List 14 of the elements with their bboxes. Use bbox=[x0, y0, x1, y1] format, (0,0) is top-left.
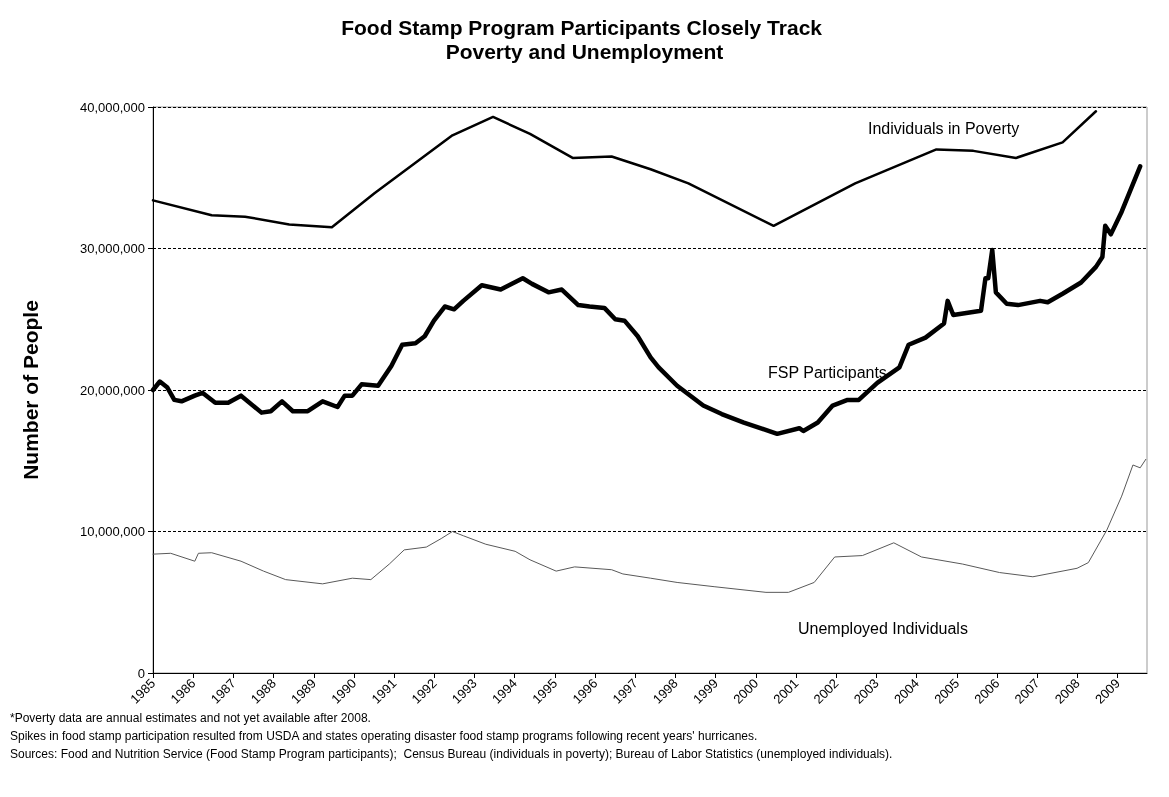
y-axis-title: Number of People bbox=[19, 300, 42, 480]
text: Spikes in food stamp participation resulted from USDA and states operating disaster food stamp programs following recent years' hurricanes. bbox=[10, 729, 758, 743]
series-label: Unemployed Individuals bbox=[798, 619, 968, 637]
y-tick-label: 0 bbox=[137, 665, 145, 681]
source-note: Sources: Food and Nutrition Service (Food Stamp Program participants); Census Bureau (individuals in poverty); Bureau of Labor Statistics (unemployed individuals). bbox=[10, 747, 893, 761]
series-label: Individuals in Poverty bbox=[868, 119, 1020, 137]
y-tick-label: 20,000,000 bbox=[79, 382, 145, 398]
y-tick-label: 30,000,000 bbox=[79, 241, 145, 256]
y-tick-label: 10,000,000 bbox=[79, 524, 145, 539]
chart-title: Food Stamp Program Participants Closely Track Poverty and Unemployment bbox=[341, 15, 828, 63]
line-series bbox=[152, 458, 1147, 593]
text: *Poverty data are annual estimates and not yet available after 2008. bbox=[10, 711, 371, 725]
y-tick-label: 40,000,000 bbox=[79, 99, 145, 115]
series-label: FSP Participants bbox=[768, 363, 887, 381]
